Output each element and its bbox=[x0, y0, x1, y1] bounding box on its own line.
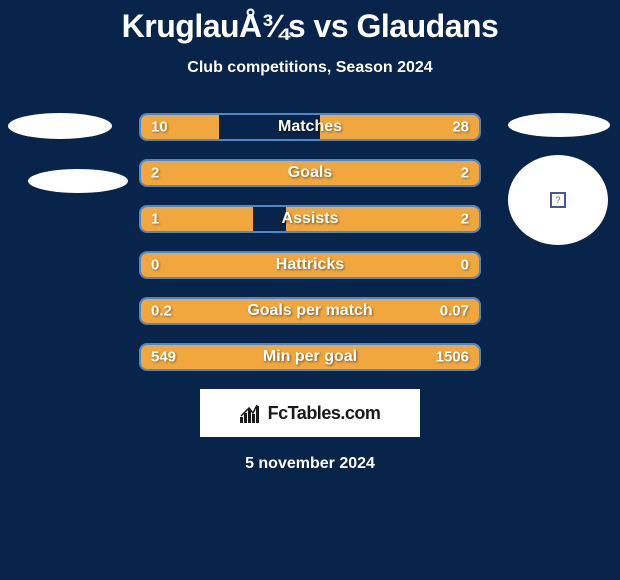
bar-label: Goals bbox=[288, 164, 332, 182]
bar-right-fill bbox=[310, 161, 479, 185]
fctables-logo-text: FcTables.com bbox=[268, 403, 381, 424]
fctables-logo[interactable]: FcTables.com bbox=[200, 389, 420, 437]
stat-bar-row: 10 28 Matches bbox=[139, 113, 481, 141]
bar-right-value: 28 bbox=[452, 119, 469, 136]
bar-left-value: 10 bbox=[151, 119, 168, 136]
right-ellipse-1 bbox=[508, 113, 610, 137]
bar-left-fill bbox=[141, 161, 310, 185]
comparison-title: KruglauÅ¾s vs Glaudans bbox=[0, 8, 620, 45]
fctables-icon bbox=[240, 403, 262, 423]
footer-date: 5 november 2024 bbox=[0, 455, 620, 473]
bar-label: Assists bbox=[282, 210, 339, 228]
stat-bar-row: 2 2 Goals bbox=[139, 159, 481, 187]
left-avatar-group bbox=[8, 113, 128, 193]
left-ellipse-2 bbox=[28, 169, 128, 193]
bar-label: Matches bbox=[278, 118, 342, 136]
bars-container: 10 28 Matches 2 2 Goals 1 2 Assists 0 0 Hattricks 0.… bbox=[139, 113, 481, 371]
bar-left-value: 549 bbox=[151, 349, 176, 366]
bar-label: Hattricks bbox=[276, 256, 344, 274]
bar-right-value: 0.07 bbox=[440, 303, 469, 320]
stat-bar-row: 549 1506 Min per goal bbox=[139, 343, 481, 371]
stats-area: ? 10 28 Matches 2 2 Goals 1 2 Assists 0 0 Hattricks… bbox=[0, 113, 620, 371]
bar-label: Min per goal bbox=[263, 348, 357, 366]
bar-right-value: 0 bbox=[461, 257, 469, 274]
stat-bar-row: 0 0 Hattricks bbox=[139, 251, 481, 279]
bar-right-value: 2 bbox=[461, 165, 469, 182]
comparison-subtitle: Club competitions, Season 2024 bbox=[0, 59, 620, 77]
bar-left-value: 0.2 bbox=[151, 303, 172, 320]
stat-bar-row: 0.2 0.07 Goals per match bbox=[139, 297, 481, 325]
bar-label: Goals per match bbox=[247, 302, 372, 320]
left-ellipse-1 bbox=[8, 113, 112, 139]
bar-right-value: 2 bbox=[461, 211, 469, 228]
bar-left-value: 0 bbox=[151, 257, 159, 274]
right-avatar-circle: ? bbox=[508, 155, 608, 245]
bar-right-value: 1506 bbox=[436, 349, 469, 366]
stat-bar-row: 1 2 Assists bbox=[139, 205, 481, 233]
bar-left-value: 2 bbox=[151, 165, 159, 182]
right-avatar-group: ? bbox=[508, 113, 610, 245]
placeholder-icon: ? bbox=[550, 192, 566, 208]
bar-left-value: 1 bbox=[151, 211, 159, 228]
